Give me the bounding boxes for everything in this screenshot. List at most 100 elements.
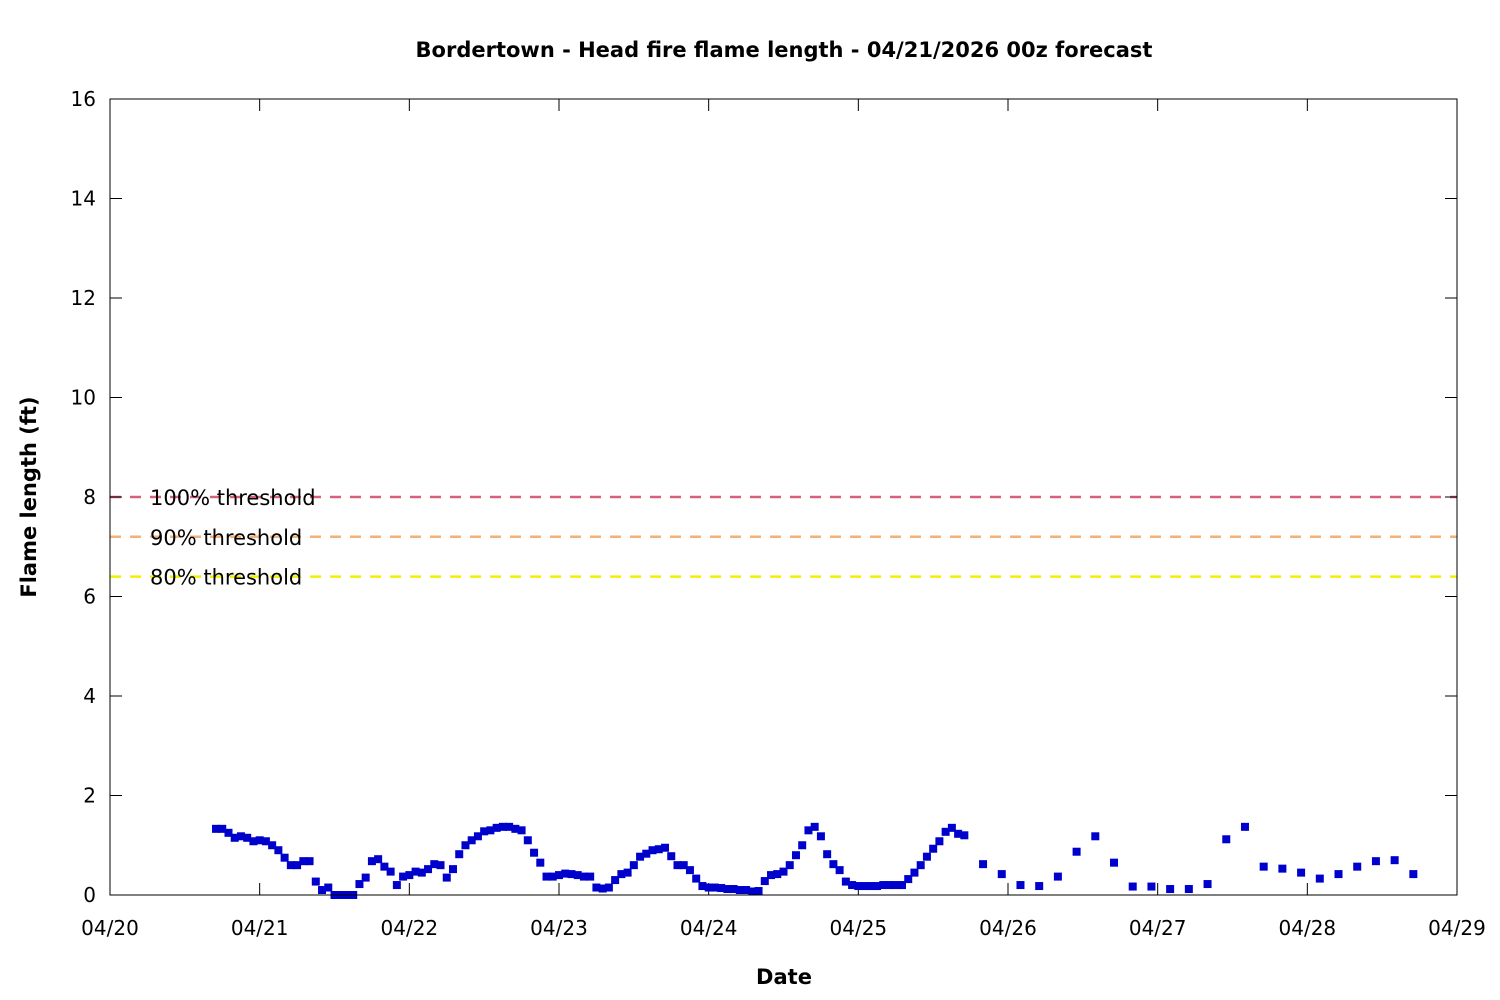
data-point bbox=[592, 883, 601, 892]
data-point bbox=[897, 881, 906, 890]
data-point bbox=[598, 884, 607, 893]
data-point bbox=[997, 870, 1006, 879]
x-tick-label: 04/27 bbox=[1129, 916, 1187, 940]
data-point bbox=[1222, 835, 1231, 844]
data-point bbox=[486, 826, 495, 835]
data-point bbox=[224, 828, 233, 837]
x-tick-label: 04/29 bbox=[1428, 916, 1486, 940]
data-point bbox=[742, 886, 751, 895]
data-point bbox=[448, 865, 457, 874]
data-point bbox=[324, 883, 333, 892]
data-point bbox=[374, 855, 383, 864]
data-point bbox=[667, 852, 676, 861]
data-point bbox=[854, 882, 863, 891]
data-point bbox=[442, 873, 451, 882]
data-point bbox=[735, 886, 744, 895]
data-point bbox=[760, 877, 769, 886]
data-point bbox=[935, 837, 944, 846]
data-point bbox=[947, 823, 956, 832]
data-point bbox=[873, 882, 882, 891]
data-point bbox=[960, 831, 969, 840]
data-point bbox=[361, 873, 370, 882]
data-point bbox=[941, 827, 950, 836]
data-point bbox=[249, 837, 258, 846]
data-point bbox=[841, 877, 850, 886]
data-point bbox=[436, 861, 445, 870]
data-point bbox=[779, 867, 788, 876]
data-point bbox=[835, 866, 844, 875]
data-point bbox=[885, 881, 894, 890]
y-axis-label: Flame length (ft) bbox=[17, 396, 41, 597]
data-point bbox=[305, 857, 314, 866]
data-point bbox=[286, 861, 295, 870]
data-point bbox=[579, 872, 588, 881]
data-point bbox=[654, 845, 663, 854]
data-point bbox=[1016, 881, 1025, 890]
data-point bbox=[922, 852, 931, 861]
data-point bbox=[791, 851, 800, 860]
data-point bbox=[785, 861, 794, 870]
data-point bbox=[1390, 856, 1399, 865]
data-point bbox=[236, 832, 245, 841]
chart-title: Bordertown - Head fire flame length - 04… bbox=[416, 38, 1153, 62]
data-point bbox=[685, 866, 694, 875]
data-point bbox=[530, 848, 539, 857]
data-point bbox=[243, 833, 252, 842]
data-point bbox=[467, 836, 476, 845]
data-point bbox=[979, 860, 988, 869]
data-point bbox=[860, 882, 869, 891]
data-point bbox=[879, 881, 888, 890]
data-point bbox=[866, 882, 875, 891]
data-point bbox=[1297, 868, 1306, 877]
data-point bbox=[511, 824, 520, 833]
y-tick-label: 10 bbox=[71, 386, 96, 410]
y-tick-label: 12 bbox=[71, 286, 96, 310]
data-point bbox=[692, 874, 701, 883]
data-point bbox=[729, 885, 738, 894]
data-point bbox=[804, 826, 813, 835]
data-point bbox=[523, 836, 532, 845]
threshold-label: 80% threshold bbox=[150, 566, 302, 590]
data-point bbox=[642, 849, 651, 858]
data-point bbox=[1128, 882, 1137, 891]
y-tick-label: 16 bbox=[71, 87, 96, 111]
data-point bbox=[212, 824, 221, 833]
data-point bbox=[673, 861, 682, 870]
data-point bbox=[517, 826, 526, 835]
data-point bbox=[536, 858, 545, 867]
data-point bbox=[399, 872, 408, 881]
data-point bbox=[405, 871, 414, 880]
data-point bbox=[280, 853, 289, 862]
data-point bbox=[698, 882, 707, 891]
data-point bbox=[910, 868, 919, 877]
data-point bbox=[1371, 857, 1380, 866]
data-point bbox=[891, 881, 900, 890]
data-point bbox=[1147, 882, 1156, 891]
data-point bbox=[1110, 858, 1119, 867]
x-tick-label: 04/26 bbox=[979, 916, 1037, 940]
plot-frame bbox=[109, 98, 1458, 896]
data-point bbox=[754, 887, 763, 896]
data-point bbox=[1166, 885, 1175, 894]
data-point bbox=[386, 867, 395, 876]
data-point bbox=[623, 868, 632, 877]
y-tick-label: 0 bbox=[83, 883, 96, 907]
data-point bbox=[1240, 822, 1249, 831]
data-point bbox=[611, 876, 620, 885]
data-point bbox=[929, 844, 938, 853]
data-point bbox=[417, 868, 426, 877]
data-point bbox=[380, 862, 389, 871]
x-tick-label: 04/28 bbox=[1279, 916, 1337, 940]
data-point bbox=[430, 860, 439, 869]
data-point bbox=[542, 872, 551, 881]
data-point bbox=[573, 871, 582, 880]
data-point bbox=[798, 841, 807, 850]
data-point bbox=[617, 870, 626, 879]
data-point bbox=[1353, 862, 1362, 871]
threshold-lines: 100% threshold 90% threshold 80% threshold bbox=[110, 486, 1457, 590]
data-point bbox=[230, 833, 239, 842]
data-point bbox=[717, 884, 726, 893]
data-point bbox=[723, 885, 732, 894]
data-point bbox=[1072, 847, 1081, 856]
